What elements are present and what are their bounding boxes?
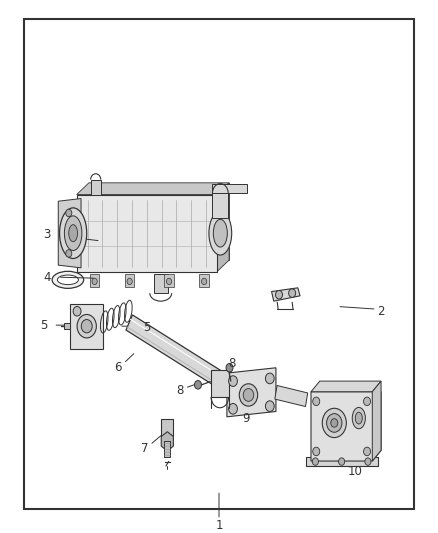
Polygon shape bbox=[89, 183, 229, 260]
Polygon shape bbox=[217, 183, 229, 272]
Circle shape bbox=[313, 447, 320, 456]
Bar bbox=[77, 195, 217, 272]
Polygon shape bbox=[64, 323, 70, 329]
Polygon shape bbox=[211, 370, 229, 397]
Text: 2: 2 bbox=[377, 305, 385, 318]
Polygon shape bbox=[311, 381, 381, 392]
Text: 9: 9 bbox=[242, 412, 250, 425]
Circle shape bbox=[73, 306, 81, 316]
Ellipse shape bbox=[322, 408, 346, 438]
Ellipse shape bbox=[243, 389, 254, 401]
Polygon shape bbox=[212, 193, 228, 219]
Text: 10: 10 bbox=[347, 465, 362, 478]
Circle shape bbox=[364, 397, 371, 406]
Circle shape bbox=[229, 403, 237, 414]
Polygon shape bbox=[272, 288, 300, 301]
Circle shape bbox=[276, 290, 283, 299]
Ellipse shape bbox=[60, 208, 87, 259]
Polygon shape bbox=[199, 274, 209, 287]
Circle shape bbox=[127, 278, 132, 285]
Polygon shape bbox=[91, 180, 101, 195]
Polygon shape bbox=[90, 274, 99, 287]
Polygon shape bbox=[77, 183, 229, 195]
Circle shape bbox=[289, 289, 296, 297]
Polygon shape bbox=[306, 457, 378, 466]
Polygon shape bbox=[227, 368, 276, 417]
Text: 1: 1 bbox=[215, 519, 223, 531]
Circle shape bbox=[201, 278, 207, 285]
Ellipse shape bbox=[327, 414, 342, 432]
Circle shape bbox=[66, 249, 72, 257]
Text: 7: 7 bbox=[141, 442, 148, 455]
Circle shape bbox=[265, 401, 274, 411]
Circle shape bbox=[339, 458, 345, 465]
Text: 6: 6 bbox=[114, 361, 122, 374]
Circle shape bbox=[265, 373, 274, 384]
Circle shape bbox=[92, 278, 97, 285]
Text: 8: 8 bbox=[176, 384, 183, 397]
Circle shape bbox=[226, 364, 233, 372]
Polygon shape bbox=[311, 392, 381, 461]
Text: 3: 3 bbox=[44, 228, 51, 241]
Polygon shape bbox=[161, 432, 173, 451]
Circle shape bbox=[312, 458, 318, 465]
Text: 4: 4 bbox=[43, 271, 51, 284]
Circle shape bbox=[365, 458, 371, 465]
Text: 5: 5 bbox=[40, 319, 47, 332]
Ellipse shape bbox=[77, 314, 96, 338]
Circle shape bbox=[229, 376, 237, 386]
Ellipse shape bbox=[213, 220, 227, 247]
Polygon shape bbox=[126, 315, 221, 386]
Polygon shape bbox=[58, 199, 81, 268]
Polygon shape bbox=[125, 274, 134, 287]
Text: 5: 5 bbox=[143, 321, 150, 334]
Ellipse shape bbox=[239, 384, 258, 406]
Ellipse shape bbox=[209, 211, 232, 255]
Polygon shape bbox=[164, 274, 174, 287]
Text: 8: 8 bbox=[229, 357, 236, 370]
Ellipse shape bbox=[57, 275, 78, 285]
Polygon shape bbox=[212, 183, 247, 193]
Polygon shape bbox=[70, 304, 103, 349]
Ellipse shape bbox=[355, 412, 362, 424]
Ellipse shape bbox=[81, 320, 92, 333]
Polygon shape bbox=[164, 441, 170, 457]
Ellipse shape bbox=[69, 225, 78, 242]
Bar bbox=[24, 19, 414, 509]
Circle shape bbox=[194, 381, 201, 389]
Circle shape bbox=[66, 209, 72, 216]
Polygon shape bbox=[372, 381, 381, 461]
Circle shape bbox=[166, 278, 172, 285]
Polygon shape bbox=[154, 274, 168, 293]
Ellipse shape bbox=[331, 419, 338, 427]
Polygon shape bbox=[161, 419, 173, 436]
Ellipse shape bbox=[52, 271, 84, 288]
Polygon shape bbox=[275, 385, 308, 407]
Ellipse shape bbox=[352, 407, 365, 429]
Circle shape bbox=[313, 397, 320, 406]
Ellipse shape bbox=[64, 216, 82, 251]
Circle shape bbox=[364, 447, 371, 456]
